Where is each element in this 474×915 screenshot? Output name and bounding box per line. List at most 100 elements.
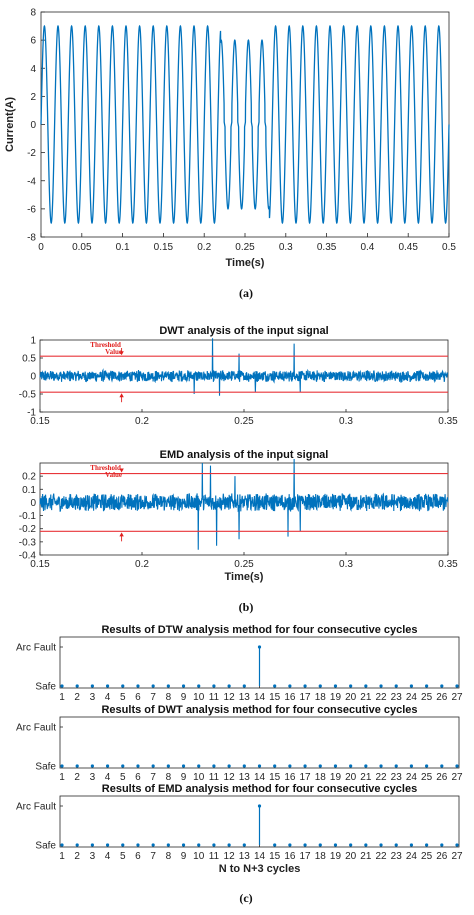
panel-c2-stem-marker [242, 764, 246, 768]
panel-c3-xtick-label: 14 [254, 851, 266, 862]
panel-c3-stem-marker [75, 843, 79, 847]
panel-c3-xtick-label: 6 [135, 851, 141, 862]
panel-b2-xtick-label: 0.15 [30, 559, 50, 570]
panel-b1-ytick-label: -0.5 [19, 390, 37, 401]
panel-c1-stem-marker [212, 684, 216, 688]
panel-b2-ytick-label: 0.1 [22, 485, 36, 496]
panel-c2-stem-marker [273, 764, 277, 768]
panel-c3-stem-marker [197, 843, 201, 847]
panel-b2-arrow-up-head [119, 532, 124, 537]
panel-c1-xtick-label: 20 [345, 692, 357, 703]
panel-c2-xtick-label: 15 [269, 772, 281, 783]
panel-c3-xtick-label: 7 [150, 851, 156, 862]
panel-c3-xtick-label: 10 [193, 851, 205, 862]
panel-c2-xtick-label: 21 [360, 772, 372, 783]
panel-b1-ytick-label: 0 [30, 372, 36, 383]
panel-a-xtick-label: 0.05 [72, 242, 92, 253]
panel-c3-xtick-label: 16 [284, 851, 296, 862]
panel-a-xtick-label: 0.25 [235, 242, 255, 253]
panel-c2-stem-marker [257, 764, 262, 768]
panel-c2-xtick-label: 22 [375, 772, 387, 783]
panel-c1-xtick-label: 11 [209, 692, 220, 703]
panel-c2-stem-marker [318, 764, 322, 768]
panel-c3-stem-marker [333, 843, 338, 847]
panel-c3-xtick-label: 8 [166, 851, 172, 862]
panel-c2-stem-marker [227, 764, 231, 768]
panel-c2-xtick-label: 4 [105, 772, 111, 783]
panel-c1-stem-marker [197, 684, 201, 688]
panel-c1-xtick-label: 7 [150, 692, 156, 703]
panel-c1-xtick-label: 9 [181, 692, 187, 703]
panel-c2-xtick-label: 24 [406, 772, 418, 783]
panel-c1-stem-marker [227, 684, 231, 688]
panel-c1-stem-marker [75, 684, 79, 688]
panel-c3-stem-marker [90, 843, 94, 847]
panel-c2-stem-marker [394, 764, 398, 768]
panel-a-xtick-label: 0 [38, 242, 44, 253]
panel-c3-stem-marker [455, 843, 459, 847]
panel-a-ytick-label: -4 [27, 176, 36, 187]
panel-b1-xtick-label: 0.15 [30, 416, 50, 427]
panel-a-ytick-label: 4 [30, 64, 36, 75]
panel-c1-ytick-arc: Arc Fault [16, 643, 56, 654]
panel-c2-stem-marker [60, 764, 64, 768]
panel-c1-stem-marker [409, 684, 414, 688]
panel-b2-ytick-label: 0 [30, 498, 36, 509]
panel-c2-stem-marker [303, 764, 307, 768]
panel-b2-xtick-label: 0.3 [339, 559, 353, 570]
panel-c3-ytick-arc: Arc Fault [16, 802, 56, 813]
panel-c1-xtick-label: 18 [315, 692, 327, 703]
panel-c3-stem-marker [303, 843, 307, 847]
panel-c2-xtick-label: 1 [59, 772, 65, 783]
panel-c2-stem-marker [379, 764, 383, 768]
panel-c2-stem-marker [166, 764, 170, 768]
panel-b2-ytick-label: 0.2 [22, 472, 36, 483]
panel-c1-xtick-label: 8 [166, 692, 172, 703]
panel-c3-stem-marker [136, 843, 140, 847]
panel-c1-xtick-label: 1 [59, 692, 65, 703]
panel-b1-ytick-label: 0.5 [22, 354, 36, 365]
panel-a-ytick-label: 8 [30, 8, 36, 19]
panel-c3-xtick-label: 4 [105, 851, 111, 862]
panel-c2-stem-marker [409, 764, 414, 768]
panel-c3-stem-marker [257, 804, 262, 808]
panel-c3-xtick-label: 19 [330, 851, 342, 862]
panel-c1-xtick-label: 3 [90, 692, 96, 703]
panel-c2-stem-marker [75, 764, 79, 768]
panel-c1-stem-marker [121, 684, 125, 688]
panel-c3-stem-marker [242, 843, 246, 847]
panel-c2-xtick-label: 13 [239, 772, 251, 783]
panel-a-ytick-label: -8 [27, 233, 36, 244]
panel-a-xtick-label: 0.2 [197, 242, 211, 253]
panel-c2-xtick-label: 20 [345, 772, 357, 783]
panel-c2-stem-marker [349, 764, 353, 768]
panel-c3-title: Results of EMD analysis method for four … [102, 783, 417, 795]
panel-b1-threshold-label-1: Threshold [90, 341, 121, 349]
panel-c2-stem-marker [455, 764, 459, 768]
panel-b1-xtick-label: 0.25 [234, 416, 254, 427]
panel-c2-axes [59, 716, 460, 769]
panel-b2-ytick-label: -0.2 [19, 524, 37, 535]
panel-c2-stem-marker [212, 764, 216, 768]
panel-b2-axes [39, 462, 449, 556]
panel-b2-signal-line [39, 459, 449, 550]
panel-b1-xtick-label: 0.35 [438, 416, 458, 427]
panel-c2-stem-marker [121, 764, 125, 768]
panel-c1-stem-marker [105, 684, 110, 688]
panel-c3-xtick-label: 9 [181, 851, 187, 862]
panel-c1-stem-marker [455, 684, 459, 688]
panel-c2-ytick-safe: Safe [35, 762, 56, 773]
panel-c3-stem-marker [181, 843, 186, 847]
panel-c1-stem-marker [303, 684, 307, 688]
panel-c3-xtick-label: 5 [120, 851, 126, 862]
panel-c1-stem-marker [273, 684, 277, 688]
panel-c1-stem-marker [364, 684, 368, 688]
panel-b2-title: EMD analysis of the input signal [160, 449, 329, 461]
panel-c1-xtick-label: 2 [74, 692, 80, 703]
panel-c1-stem-marker [318, 684, 322, 688]
panel-c3-xtick-label: 17 [300, 851, 312, 862]
panel-c1-xtick-label: 4 [105, 692, 111, 703]
panel-c1-title: Results of DTW analysis method for four … [101, 624, 417, 636]
panel-c2-xtick-label: 11 [209, 772, 220, 783]
